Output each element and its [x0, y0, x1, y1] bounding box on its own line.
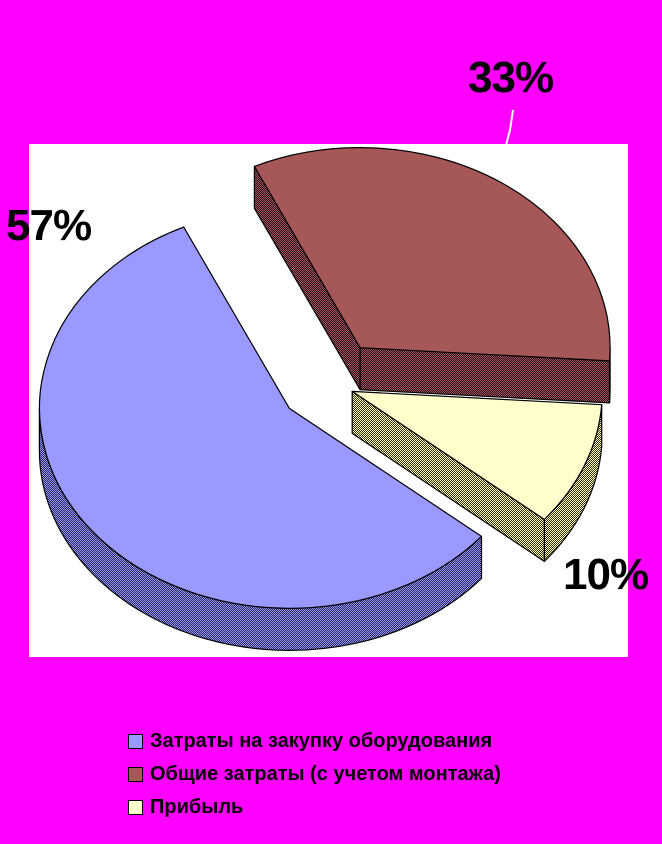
- pie-slice-1-top: [253, 147, 611, 362]
- data-label-slice-2: 33%: [468, 53, 554, 102]
- label-leader-line: [504, 109, 514, 150]
- legend-label: Затраты на закупку оборудования: [150, 729, 493, 752]
- legend: Затраты на закупку оборудования Общие за…: [128, 729, 501, 830]
- data-label-slice-3: 10%: [563, 550, 649, 599]
- pie-slice-2-top: [351, 390, 603, 520]
- data-label-slice-1: 57%: [6, 201, 92, 250]
- pie-slice-0-top: [38, 226, 483, 609]
- legend-label: Общие затраты (с учетом монтажа): [150, 762, 501, 785]
- legend-item: Затраты на закупку оборудования: [128, 729, 501, 752]
- legend-swatch-icon: [128, 733, 143, 749]
- legend-item: Общие затраты (с учетом монтажа): [128, 762, 501, 785]
- legend-item: Прибыль: [128, 795, 501, 818]
- pie-group: [38, 147, 611, 651]
- legend-swatch-icon: [128, 766, 143, 782]
- legend-swatch-icon: [128, 799, 143, 815]
- legend-label: Прибыль: [150, 795, 244, 818]
